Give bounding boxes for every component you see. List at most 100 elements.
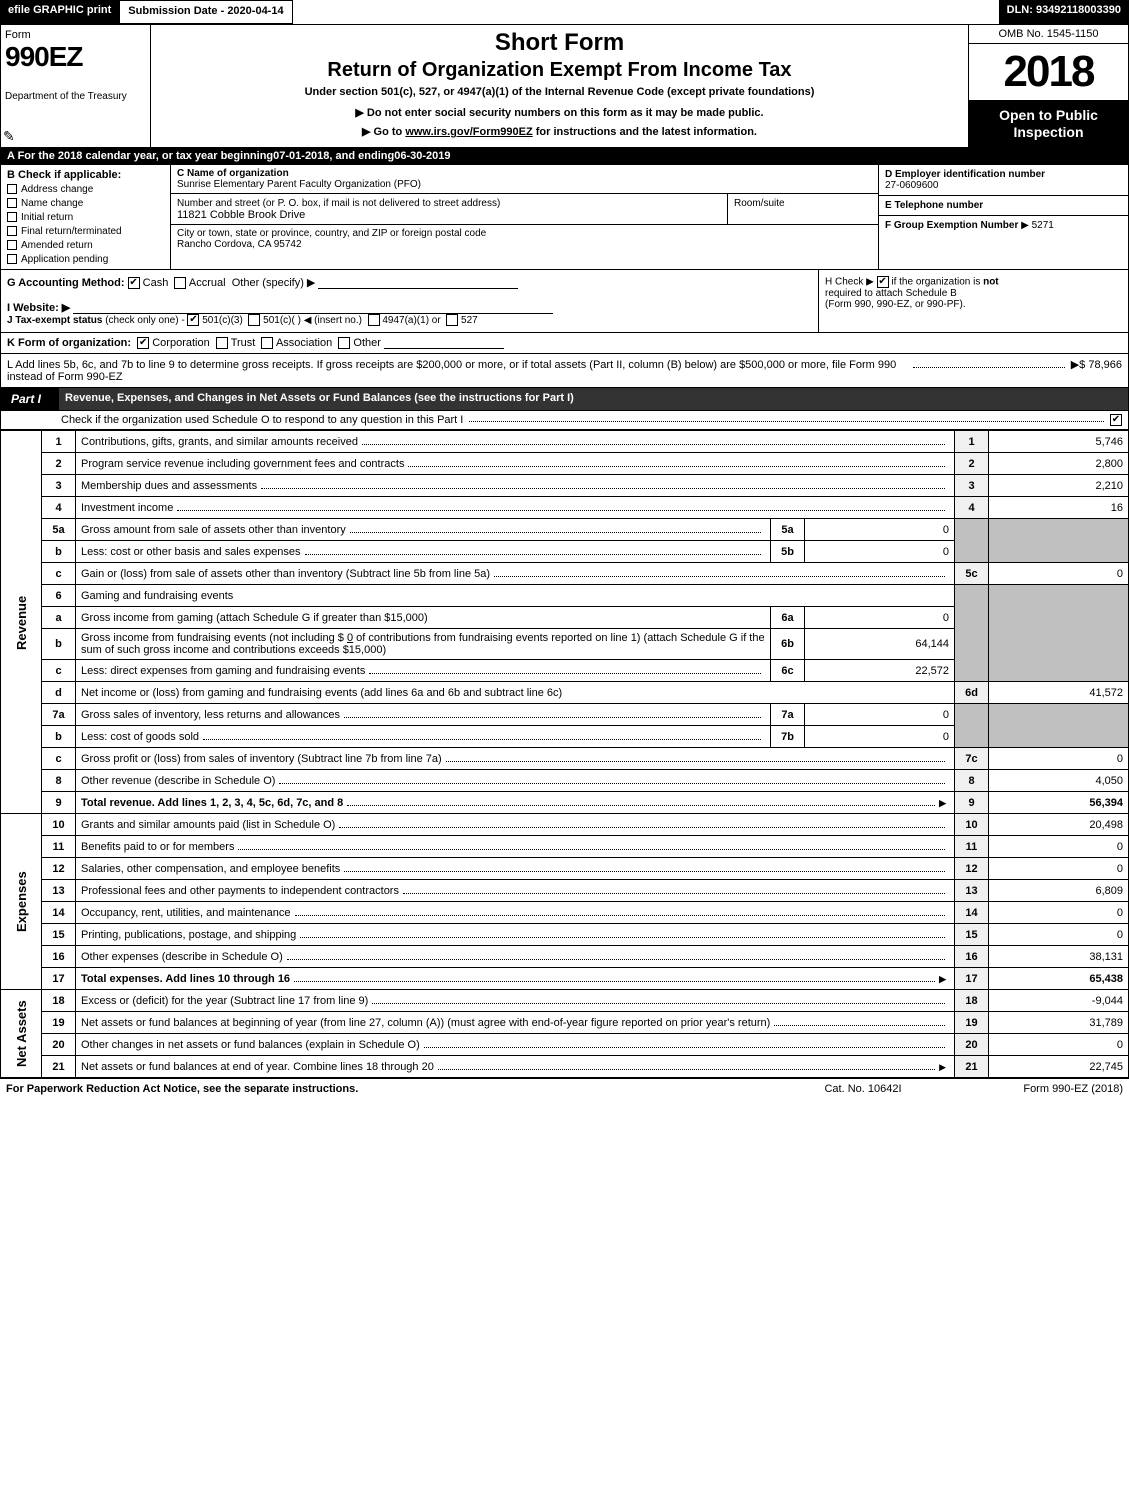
- efile-button[interactable]: efile GRAPHIC print: [0, 0, 119, 24]
- revenue-side-label: Revenue: [1, 431, 42, 814]
- line-desc: Excess or (deficit) for the year (Subtra…: [81, 995, 368, 1007]
- line-desc-pre: Gross income from fundraising events (no…: [81, 632, 347, 644]
- box-num: 11: [955, 836, 989, 858]
- sub-num: 7a: [771, 704, 805, 726]
- checkbox-schedule-o[interactable]: [1110, 414, 1122, 426]
- checkbox-corp[interactable]: [137, 337, 149, 349]
- line-desc: Grants and similar amounts paid (list in…: [81, 819, 335, 831]
- goto-pre: ▶ Go to: [362, 126, 405, 138]
- table-row: c Gain or (loss) from sale of assets oth…: [1, 563, 1129, 585]
- table-row: 2 Program service revenue including gove…: [1, 453, 1129, 475]
- j-opt4: 527: [461, 315, 478, 326]
- part1-header: Part I Revenue, Expenses, and Changes in…: [0, 388, 1129, 411]
- line-num: 18: [42, 990, 76, 1012]
- expenses-side-label: Expenses: [1, 814, 42, 990]
- dept-treasury: Department of the Treasury: [5, 91, 146, 102]
- j-opt1: 501(c)(3): [202, 315, 243, 326]
- checkbox-527[interactable]: [446, 314, 458, 326]
- line-num: 14: [42, 902, 76, 924]
- e-label: E Telephone number: [885, 200, 983, 211]
- part1-subline: Check if the organization used Schedule …: [0, 411, 1129, 430]
- line-num: 15: [42, 924, 76, 946]
- checkbox-icon[interactable]: [7, 240, 17, 250]
- checkbox-4947[interactable]: [368, 314, 380, 326]
- checkbox-icon[interactable]: [7, 212, 17, 222]
- box-val: 56,394: [989, 792, 1129, 814]
- checkbox-accrual[interactable]: [174, 277, 186, 289]
- box-num: 10: [955, 814, 989, 836]
- box-val: 20,498: [989, 814, 1129, 836]
- k-label: K Form of organization:: [7, 337, 131, 349]
- line-num: 3: [42, 475, 76, 497]
- table-row: 13 Professional fees and other payments …: [1, 880, 1129, 902]
- box-val: 22,745: [989, 1056, 1129, 1078]
- checkbox-other[interactable]: [338, 337, 350, 349]
- line-desc: Less: cost of goods sold: [81, 731, 199, 743]
- checkbox-501c3[interactable]: [187, 314, 199, 326]
- box-val: 16: [989, 497, 1129, 519]
- checkbox-cash[interactable]: [128, 277, 140, 289]
- sub-num: 6a: [771, 607, 805, 629]
- box-num: 2: [955, 453, 989, 475]
- table-row: 11 Benefits paid to or for members 11 0: [1, 836, 1129, 858]
- sub-val: 22,572: [805, 660, 955, 682]
- table-row: Revenue 1 Contributions, gifts, grants, …: [1, 431, 1129, 453]
- box-num: 13: [955, 880, 989, 902]
- h-pre: H Check ▶: [825, 276, 877, 287]
- g-cash: Cash: [143, 277, 169, 289]
- table-row: 8 Other revenue (describe in Schedule O)…: [1, 770, 1129, 792]
- checkbox-h[interactable]: [877, 276, 889, 288]
- chk-final-return: Final return/terminated: [7, 226, 164, 237]
- footer-center: Cat. No. 10642I: [783, 1083, 943, 1095]
- l-amount: $ 78,966: [1079, 359, 1122, 371]
- dots-icon: [469, 414, 1104, 422]
- box-num: 5c: [955, 563, 989, 585]
- line-desc: Other changes in net assets or fund bala…: [81, 1039, 420, 1051]
- line-desc: Gaming and fundraising events: [81, 590, 233, 602]
- box-val: 2,800: [989, 453, 1129, 475]
- table-row: 19 Net assets or fund balances at beginn…: [1, 1012, 1129, 1034]
- sub-val: 0: [805, 519, 955, 541]
- chk-label: Address change: [21, 184, 93, 195]
- topbar-spacer: [293, 0, 999, 24]
- g-accrual: Accrual: [189, 277, 226, 289]
- line-num: 16: [42, 946, 76, 968]
- j-opt2: 501(c)( ) ◀ (insert no.): [263, 315, 362, 326]
- sub-num: 5a: [771, 519, 805, 541]
- block-e: E Telephone number: [879, 196, 1128, 216]
- table-row: 16 Other expenses (describe in Schedule …: [1, 946, 1129, 968]
- box-val: 0: [989, 748, 1129, 770]
- line-num: d: [42, 682, 76, 704]
- checkbox-icon[interactable]: [7, 226, 17, 236]
- box-num: 7c: [955, 748, 989, 770]
- arrow-icon: [939, 1061, 949, 1073]
- checkbox-assoc[interactable]: [261, 337, 273, 349]
- sub-val: 0: [805, 704, 955, 726]
- table-row: 9 Total revenue. Add lines 1, 2, 3, 4, 5…: [1, 792, 1129, 814]
- checkbox-icon[interactable]: [7, 254, 17, 264]
- line-desc: Net assets or fund balances at beginning…: [81, 1017, 770, 1029]
- checkbox-trust[interactable]: [216, 337, 228, 349]
- sub-num: 5b: [771, 541, 805, 563]
- line-desc: Investment income: [81, 502, 173, 514]
- table-row: 4 Investment income 4 16: [1, 497, 1129, 519]
- submission-date: Submission Date - 2020-04-14: [119, 0, 292, 24]
- line-desc: Printing, publications, postage, and shi…: [81, 929, 296, 941]
- row-a-begin: 07-01-2018: [273, 150, 329, 162]
- box-num: 17: [955, 968, 989, 990]
- box-val: 4,050: [989, 770, 1129, 792]
- box-val: 38,131: [989, 946, 1129, 968]
- street-label: Number and street (or P. O. box, if mail…: [177, 198, 500, 209]
- short-form-title: Short Form: [159, 29, 960, 57]
- k-assoc: Association: [276, 337, 332, 349]
- i-label: I Website: ▶: [7, 302, 70, 314]
- box-val: 2,210: [989, 475, 1129, 497]
- box-val: 0: [989, 563, 1129, 585]
- checkbox-icon[interactable]: [7, 184, 17, 194]
- irs-link[interactable]: www.irs.gov/Form990EZ: [405, 126, 532, 138]
- checkbox-icon[interactable]: [7, 198, 17, 208]
- org-name-row: C Name of organization Sunrise Elementar…: [171, 165, 878, 194]
- checkbox-501c[interactable]: [248, 314, 260, 326]
- table-row: 12 Salaries, other compensation, and emp…: [1, 858, 1129, 880]
- box-num: 6d: [955, 682, 989, 704]
